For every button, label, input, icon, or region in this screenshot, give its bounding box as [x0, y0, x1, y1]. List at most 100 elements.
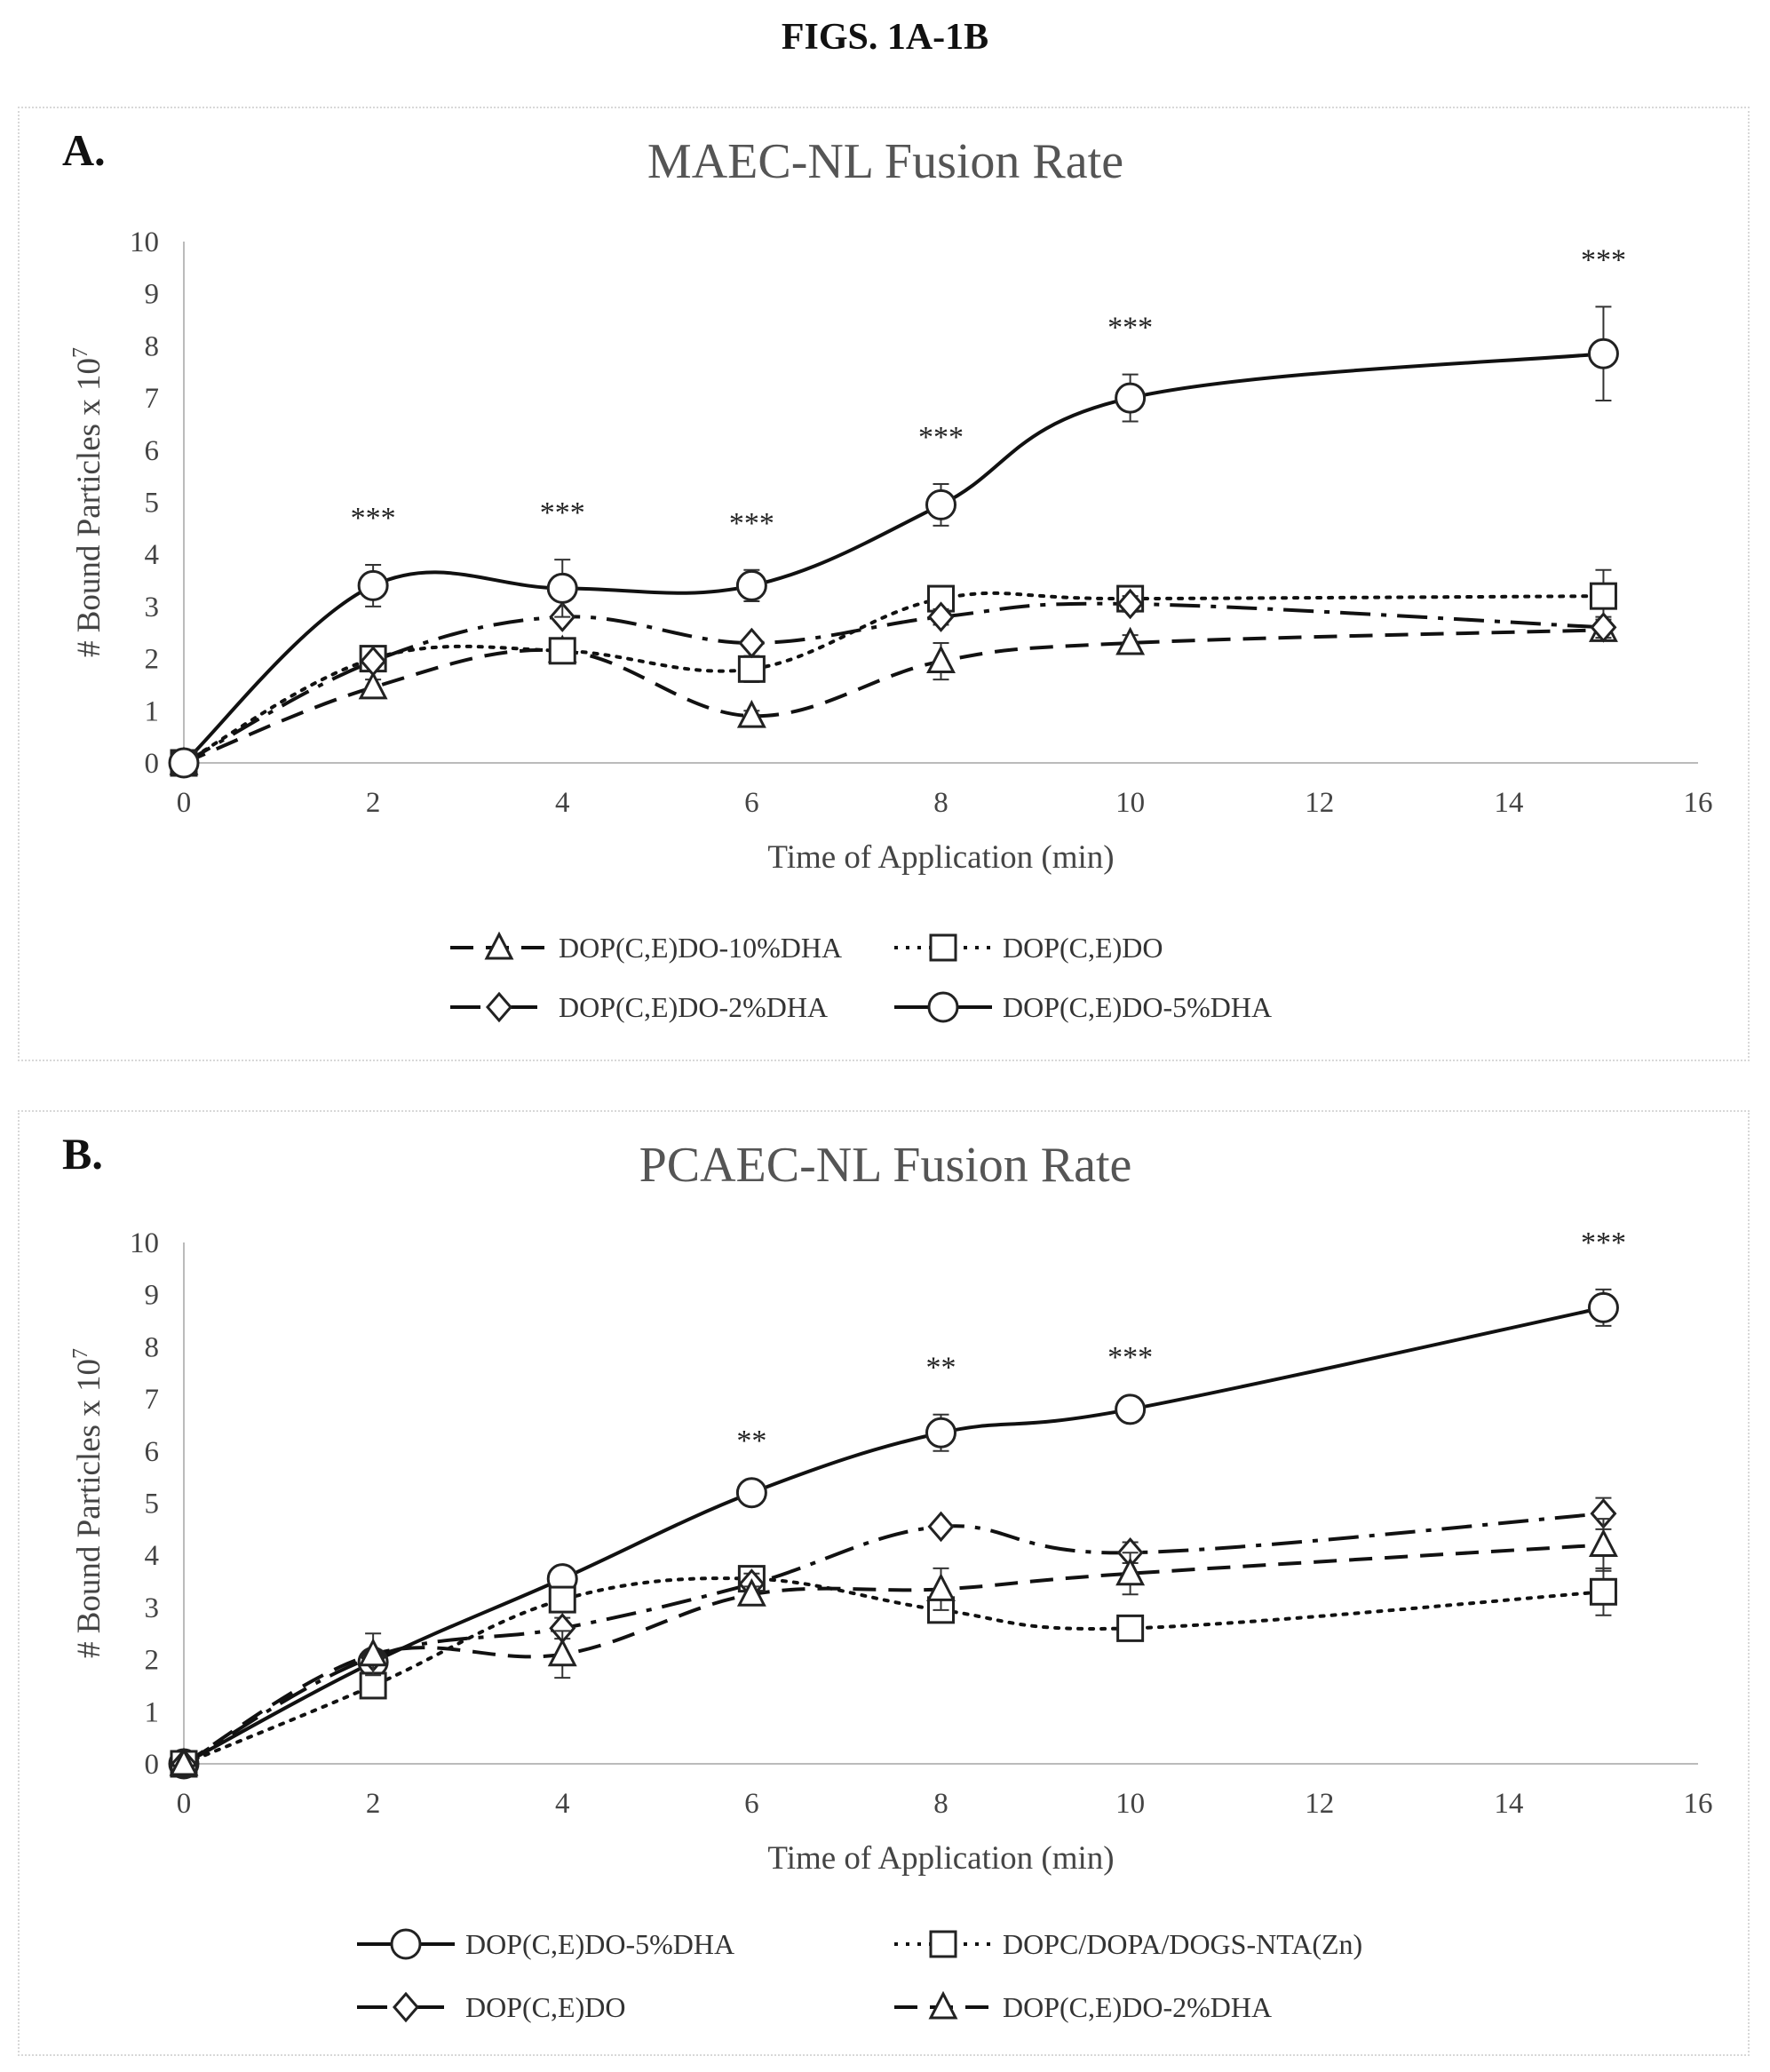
- y-axis-label: # Bound Particles x 107: [69, 1348, 107, 1658]
- y-tick-label: 4: [145, 1540, 160, 1572]
- x-tick-label: 14: [1494, 1788, 1523, 1820]
- y-tick-label: 2: [145, 1645, 160, 1677]
- series-line: [182, 352, 1604, 765]
- y-tick-label: 5: [145, 488, 160, 520]
- y-tick-label: 4: [145, 539, 160, 571]
- y-tick-label: 7: [145, 383, 160, 415]
- data-point: [1587, 337, 1619, 369]
- significance-label: ***: [540, 496, 585, 529]
- data-point: [735, 1477, 767, 1509]
- legend-entry: DOP(C,E)DO-5%DHA: [1003, 991, 1272, 1023]
- x-tick-label: 14: [1494, 787, 1523, 819]
- y-tick-label: 8: [145, 330, 160, 362]
- legend-swatch-marker: [927, 991, 959, 1023]
- data-point: [1116, 588, 1144, 620]
- x-tick-label: 12: [1305, 787, 1334, 819]
- data-point: [359, 1671, 387, 1700]
- x-tick-label: 10: [1115, 787, 1145, 819]
- data-point: [736, 1577, 766, 1607]
- data-point: [358, 1638, 388, 1667]
- x-tick-label: 10: [1115, 1788, 1145, 1820]
- y-tick-label: 3: [145, 591, 160, 623]
- y-tick-label: 10: [130, 226, 159, 258]
- y-tick-label: 0: [145, 748, 160, 780]
- data-point: [925, 1417, 956, 1449]
- data-point: [1587, 1291, 1619, 1323]
- x-tick-label: 0: [177, 787, 192, 819]
- data-point: [926, 645, 956, 674]
- data-point: [736, 699, 766, 728]
- x-tick-label: 8: [933, 787, 948, 819]
- significance-label: ***: [1581, 243, 1626, 276]
- legend-entry: DOP(C,E)DO: [1003, 932, 1163, 964]
- legend-swatch-marker: [486, 991, 512, 1023]
- data-point: [1115, 626, 1146, 655]
- x-tick-label: 2: [366, 1788, 381, 1820]
- data-point: [357, 569, 389, 601]
- data-point: [547, 1638, 577, 1667]
- x-tick-label: 6: [744, 1788, 759, 1820]
- y-tick-label: 10: [130, 1227, 159, 1259]
- panel-b: B. PCAEC-NL Fusion Rate 0 1 2 3 4 5 6 7 8 9 10 0 2 4 6…: [18, 1110, 1750, 2056]
- y-tick-label: 6: [145, 435, 160, 467]
- data-point: [1115, 382, 1147, 414]
- legend-entry: DOP(C,E)DO-2%DHA: [1003, 1991, 1272, 2023]
- legend-swatch-marker: [929, 933, 957, 962]
- y-axis-label-superscript: 7: [69, 347, 92, 358]
- y-axis-label: # Bound Particles x 107: [69, 347, 107, 657]
- y-tick-label: 7: [145, 1384, 160, 1416]
- series-line: [182, 1543, 1604, 1766]
- data-point: [168, 747, 200, 779]
- data-point: [925, 488, 956, 520]
- series-line: [183, 628, 1604, 765]
- significance-label: **: [926, 1352, 956, 1385]
- significance-label: ***: [1581, 1227, 1626, 1259]
- data-point: [927, 1511, 955, 1543]
- x-tick-label: 2: [366, 787, 381, 819]
- data-point: [735, 569, 767, 601]
- legend-swatch-marker: [390, 1928, 422, 1960]
- x-tick-label: 8: [933, 1788, 948, 1820]
- figure-title: FIGS. 1A-1B: [781, 17, 989, 58]
- legend-entry: DOPC/DOPA/DOGS-NTA(Zn): [1003, 1928, 1362, 1960]
- y-tick-label: 2: [145, 644, 160, 676]
- chart-title: PCAEC-NL Fusion Rate: [639, 1138, 1132, 1193]
- x-tick-label: 16: [1684, 787, 1713, 819]
- data-point: [927, 601, 955, 632]
- data-point: [548, 637, 576, 665]
- y-tick-label: 1: [145, 1696, 160, 1728]
- significance-label: ***: [729, 507, 774, 540]
- data-point: [1115, 1557, 1146, 1586]
- data-point: [737, 655, 766, 683]
- y-tick-label: 5: [145, 1489, 160, 1520]
- y-axis-label-text: # Bound Particles x 10: [71, 358, 107, 657]
- data-point: [1588, 1528, 1618, 1557]
- x-tick-label: 6: [744, 787, 759, 819]
- data-point: [738, 627, 766, 659]
- significance-label: ***: [918, 421, 964, 454]
- y-tick-label: 8: [145, 1331, 160, 1363]
- x-axis-label: Time of Application (min): [767, 1840, 1114, 1877]
- chart-title: MAEC-NL Fusion Rate: [647, 134, 1124, 189]
- data-point: [360, 646, 387, 677]
- x-tick-label: 12: [1305, 1788, 1334, 1820]
- significance-label: ***: [1107, 312, 1153, 345]
- y-tick-label: 3: [145, 1592, 160, 1624]
- x-tick-label: 0: [177, 1788, 192, 1820]
- y-tick-label: 9: [145, 1280, 160, 1312]
- y-tick-label: 1: [145, 695, 160, 727]
- legend-swatch-marker: [484, 931, 514, 960]
- y-axis-label-text: # Bound Particles x 10: [71, 1359, 107, 1658]
- panel-a: A. MAEC-NL Fusion Rate 0 1 2 3 4 5 6 7 8 9 10 0 2 4 6 8…: [18, 107, 1750, 1061]
- y-axis-label-superscript: 7: [69, 1348, 92, 1359]
- legend-entry: DOP(C,E)DO-10%DHA: [559, 932, 842, 964]
- legend-entry: DOP(C,E)DO-2%DHA: [559, 991, 828, 1023]
- panel-label: A.: [62, 125, 106, 175]
- legend-swatch-marker: [929, 1930, 957, 1958]
- data-point: [1115, 1393, 1147, 1425]
- x-tick-label: 4: [555, 1788, 570, 1820]
- data-point: [927, 584, 955, 613]
- data-point: [1116, 1614, 1145, 1642]
